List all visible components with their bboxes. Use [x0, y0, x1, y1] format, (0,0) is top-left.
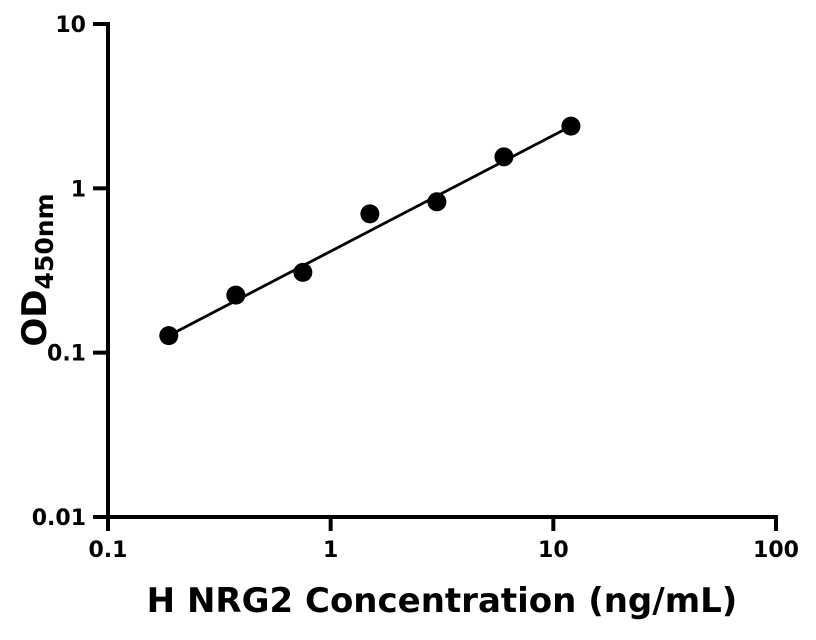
- x-tick-label: 100: [753, 538, 799, 563]
- y-axis-title: OD450nm: [15, 193, 59, 346]
- data-point: [494, 147, 514, 167]
- x-tick-label: 1: [323, 538, 338, 563]
- data-point: [226, 285, 246, 305]
- y-tick-label: 10: [55, 13, 86, 38]
- x-tick-label: 0.1: [89, 538, 128, 563]
- y-axis-title-main: OD: [15, 289, 55, 346]
- data-point: [293, 262, 313, 282]
- data-series-layer: [159, 116, 581, 346]
- data-point: [427, 192, 447, 212]
- x-tick-label: 10: [538, 538, 569, 563]
- data-point: [159, 326, 179, 346]
- y-axis-title-sub: 450nm: [30, 193, 59, 289]
- y-tick-label: 0.01: [32, 506, 86, 531]
- y-tick-label: 1: [71, 177, 86, 202]
- data-point: [561, 116, 581, 136]
- data-point: [360, 204, 380, 224]
- y-tick-label: 0.1: [47, 342, 86, 367]
- x-axis-title: H NRG2 Concentration (ng/mL): [147, 581, 738, 621]
